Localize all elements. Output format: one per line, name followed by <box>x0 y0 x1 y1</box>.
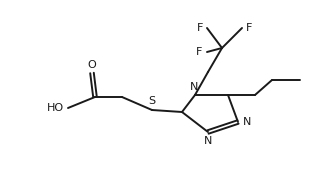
Text: N: N <box>243 117 251 127</box>
Text: HO: HO <box>47 103 64 113</box>
Text: O: O <box>88 60 96 70</box>
Text: F: F <box>246 23 252 33</box>
Text: F: F <box>196 47 202 57</box>
Text: N: N <box>190 82 198 92</box>
Text: F: F <box>197 23 203 33</box>
Text: S: S <box>149 96 155 106</box>
Text: N: N <box>204 136 212 146</box>
